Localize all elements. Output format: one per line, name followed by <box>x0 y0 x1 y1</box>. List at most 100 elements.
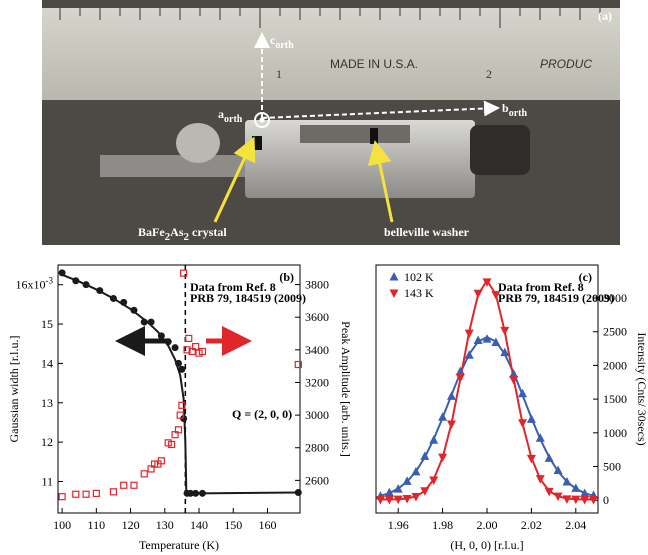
marker <box>491 337 501 346</box>
y-tick-text: 3800 <box>305 278 329 292</box>
marker <box>429 435 439 444</box>
marker <box>589 496 599 505</box>
marker <box>393 495 403 505</box>
marker <box>446 420 456 430</box>
marker <box>429 476 439 485</box>
device-knob <box>470 125 530 175</box>
y-tick-label: 14 <box>41 356 53 370</box>
marker <box>198 489 206 497</box>
x-tick-label: 2.00 <box>477 518 498 532</box>
x-tick-label: 2.04 <box>565 518 586 532</box>
marker <box>186 489 194 497</box>
marker <box>518 388 528 398</box>
marker <box>174 426 183 434</box>
marker <box>389 289 399 298</box>
axis-subscript: orth <box>224 114 243 125</box>
marker <box>294 360 302 369</box>
marker <box>571 495 581 505</box>
source-note: PRB 79, 184519 (2009) <box>498 291 614 305</box>
marker <box>411 466 421 476</box>
marker <box>438 453 448 463</box>
legend-label: 143 K <box>404 286 434 300</box>
callout: belleville washer <box>384 225 470 239</box>
y-tick-text: 14 <box>41 356 53 370</box>
marker <box>526 454 536 464</box>
callout: BaFe2As2 crystal <box>138 225 227 243</box>
marker <box>562 477 572 486</box>
y-tick-label: 3200 <box>305 375 329 389</box>
source-note: Data from Ref. 8 <box>498 280 584 294</box>
y-tick-label: 12 <box>41 435 53 449</box>
x-tick-label: 140 <box>190 518 208 532</box>
marker <box>130 481 138 489</box>
marker <box>109 488 118 496</box>
y-tick-text: 13 <box>41 396 53 410</box>
marker <box>518 419 528 428</box>
axis-letter: a <box>218 107 224 121</box>
y-tick-text: 3200 <box>305 375 329 389</box>
marker <box>500 347 510 357</box>
y-tick-label: 2800 <box>305 441 329 455</box>
y-tick-label: 2600 <box>305 473 329 487</box>
marker <box>72 277 80 285</box>
marker <box>96 287 104 295</box>
marker <box>389 272 399 281</box>
marker <box>192 489 200 497</box>
marker <box>140 318 148 326</box>
callout-text: As <box>170 225 184 239</box>
callout-text: belleville washer <box>384 225 470 239</box>
callout-text: crystal <box>189 225 227 239</box>
y-tick-label: 3400 <box>305 343 329 357</box>
marker <box>402 495 412 504</box>
y-tick-text: 12 <box>41 435 53 449</box>
x-tick-label: 1.98 <box>432 518 453 532</box>
marker <box>178 401 186 409</box>
axis-label: corth <box>270 33 294 51</box>
marker <box>185 334 193 343</box>
marker <box>553 492 563 502</box>
axis-subscript: orth <box>509 108 528 119</box>
y-tick-text: 2800 <box>305 441 329 455</box>
panel-label: (a) <box>598 9 612 23</box>
x-tick-label: 160 <box>258 518 276 532</box>
marker <box>157 457 165 465</box>
ruler-text: MADE IN U.S.A. <box>330 57 418 71</box>
marker <box>482 278 492 287</box>
callout-text: BaFe <box>138 225 165 239</box>
marker <box>198 347 207 356</box>
marker <box>164 338 172 346</box>
fit-line <box>61 273 299 495</box>
y-tick-label: 3600 <box>305 310 329 324</box>
y-tick-text: 500 <box>603 460 621 474</box>
marker <box>580 488 590 497</box>
fit-line <box>380 335 594 497</box>
y-tick-text: 1000 <box>603 426 627 440</box>
marker <box>183 346 191 354</box>
axis-circle <box>254 112 270 128</box>
y-tick-text: 3400 <box>305 343 329 357</box>
callout-arrow <box>213 136 256 223</box>
axis-dot <box>259 117 265 123</box>
marker <box>176 411 184 419</box>
fit-line <box>380 278 594 501</box>
y-tick-label: 500 <box>603 460 621 474</box>
marker <box>157 332 165 340</box>
marker <box>544 453 554 462</box>
callout-subscript: 2 <box>165 231 171 243</box>
marker <box>109 294 117 302</box>
x-tick-label: 110 <box>88 518 106 532</box>
marker <box>553 465 563 475</box>
x-tick-label: 2.02 <box>521 518 542 532</box>
x-tick-label: 1.96 <box>388 518 409 532</box>
y-tick-exponent: -3 <box>46 276 54 286</box>
x-tick-label: 150 <box>224 518 242 532</box>
y-tick-label: 1500 <box>603 392 627 406</box>
marker <box>140 470 148 478</box>
marker <box>420 451 430 460</box>
marker <box>92 489 100 498</box>
marker <box>526 414 536 423</box>
y-tick-label: 3800 <box>305 278 329 292</box>
marker <box>580 496 590 505</box>
ruler-text: 1 <box>276 67 282 81</box>
